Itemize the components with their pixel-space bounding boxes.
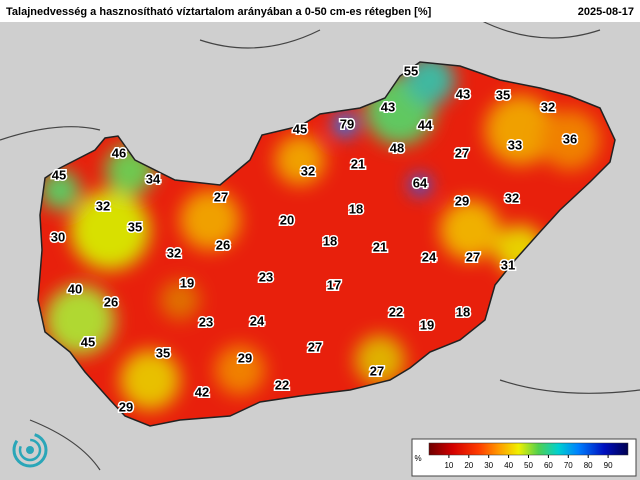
- station-value: 45: [293, 121, 307, 136]
- station-value: 27: [455, 145, 469, 160]
- station-value: 44: [418, 117, 433, 132]
- moisture-patch: [333, 113, 357, 137]
- station-value: 29: [238, 350, 252, 365]
- moisture-patch: [410, 175, 430, 195]
- station-value: 40: [68, 281, 82, 296]
- header-bar: [0, 0, 640, 22]
- colorbar-tick-label: 80: [584, 461, 593, 470]
- moisture-patch: [540, 110, 600, 170]
- station-value: 29: [119, 399, 133, 414]
- station-value: 19: [180, 275, 194, 290]
- station-value: 27: [308, 339, 322, 354]
- station-value: 42: [195, 384, 209, 399]
- colorbar-tick-label: 60: [544, 461, 553, 470]
- logo: [12, 432, 48, 468]
- moisture-patch: [180, 190, 240, 250]
- station-value: 27: [214, 189, 228, 204]
- moisture-patch: [275, 135, 325, 185]
- moisture-patch: [45, 285, 115, 355]
- moisture-patch: [215, 345, 265, 395]
- station-value: 64: [413, 175, 428, 190]
- station-value: 35: [156, 345, 170, 360]
- station-value: 35: [128, 219, 142, 234]
- moisture-patch: [405, 62, 455, 105]
- station-value: 19: [420, 317, 434, 332]
- station-value: 33: [508, 137, 522, 152]
- station-value: 21: [351, 156, 365, 171]
- station-value: 43: [381, 99, 395, 114]
- moisture-patch: [160, 280, 200, 320]
- station-value: 32: [96, 198, 110, 213]
- station-value: 21: [373, 239, 387, 254]
- station-value: 45: [52, 167, 66, 182]
- station-value: 55: [404, 63, 418, 78]
- moisture-patch: [485, 95, 555, 165]
- borders: [0, 19, 640, 471]
- colorbar-tick-label: 70: [564, 461, 573, 470]
- colorbar: [428, 442, 629, 456]
- station-value: 24: [250, 313, 265, 328]
- legend-unit: %: [414, 454, 421, 463]
- station-value: 26: [104, 294, 118, 309]
- colorbar-tick-label: 50: [524, 461, 533, 470]
- station-value: 27: [466, 249, 480, 264]
- station-value: 29: [455, 193, 469, 208]
- station-value: 24: [422, 249, 437, 264]
- station-value: 22: [275, 377, 289, 392]
- station-value: 34: [146, 171, 161, 186]
- station-value: 27: [370, 363, 384, 378]
- station-value: 22: [389, 304, 403, 319]
- station-value: 18: [349, 201, 363, 216]
- station-value: 30: [51, 229, 65, 244]
- station-value: 26: [216, 237, 230, 252]
- station-value: 36: [563, 131, 577, 146]
- moisture-patch: [355, 335, 405, 385]
- station-value: 23: [199, 314, 213, 329]
- station-value: 35: [496, 87, 510, 102]
- station-value: 45: [81, 334, 95, 349]
- colorbar-tick-label: 40: [504, 461, 513, 470]
- station-value: 79: [340, 116, 354, 131]
- moisture-patch: [440, 200, 500, 260]
- station-value: 31: [501, 257, 515, 272]
- colorbar-tick-label: 20: [464, 461, 473, 470]
- date: 2025-08-17: [578, 6, 634, 18]
- station-value: 32: [167, 245, 181, 260]
- moisture-patch: [40, 170, 80, 210]
- station-value: 32: [301, 163, 315, 178]
- station-value: 32: [541, 99, 555, 114]
- station-value: 17: [327, 277, 341, 292]
- station-value: 18: [323, 233, 337, 248]
- station-value: 43: [456, 86, 470, 101]
- station-value: 48: [390, 140, 404, 155]
- moisture-patch: [70, 190, 150, 270]
- station-value: 23: [259, 269, 273, 284]
- colorbar-tick-label: 30: [484, 461, 493, 470]
- station-value: 46: [112, 145, 126, 160]
- station-value: 20: [280, 212, 294, 227]
- moisture-patch: [120, 350, 180, 410]
- station-value: 32: [505, 190, 519, 205]
- title: Talajnedvesség a hasznosítható víztartal…: [6, 6, 432, 18]
- colorbar-tick-label: 90: [604, 461, 613, 470]
- colorbar-tick-label: 10: [444, 461, 453, 470]
- station-value: 18: [456, 304, 470, 319]
